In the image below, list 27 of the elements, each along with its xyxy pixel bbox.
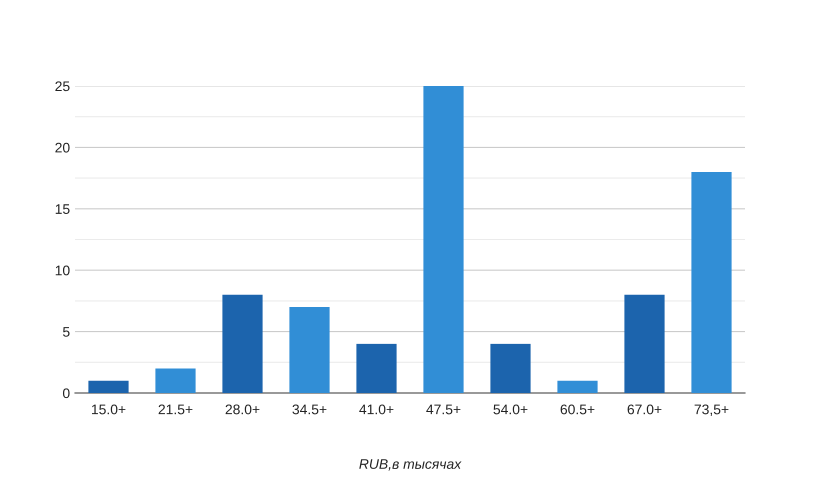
x-tick-label: 34.5+ — [292, 404, 326, 414]
bar — [356, 344, 397, 393]
x-tick-label: 28.0+ — [226, 404, 260, 414]
bar — [88, 380, 129, 393]
x-tick-label: 41.0+ — [359, 404, 394, 414]
bar — [289, 307, 330, 393]
bar — [490, 344, 531, 393]
bar — [222, 294, 263, 393]
x-tick-label: 54.0+ — [493, 404, 528, 414]
x-tick-label: 15.0+ — [92, 404, 126, 414]
bar — [624, 294, 665, 393]
y-tick-label: 15 — [56, 204, 70, 214]
bar — [557, 380, 598, 393]
x-tick-label: 47.5+ — [426, 404, 460, 414]
y-tick-label: 5 — [62, 327, 70, 337]
x-axis-title: RUB,в тысячах — [359, 459, 462, 471]
y-tick-label: 25 — [55, 81, 70, 92]
y-tick-label: 20 — [55, 142, 70, 153]
y-tick-label: 10 — [56, 266, 70, 276]
bar — [691, 172, 732, 393]
bar — [423, 86, 464, 393]
x-tick-label: 21.5+ — [158, 404, 192, 414]
y-tick-label: 0 — [62, 388, 70, 398]
x-tick-label: 60.5+ — [560, 404, 594, 414]
bar — [155, 368, 196, 393]
x-tick-label: 67.0+ — [628, 404, 662, 414]
x-tick-label: 73,5+ — [694, 404, 728, 416]
